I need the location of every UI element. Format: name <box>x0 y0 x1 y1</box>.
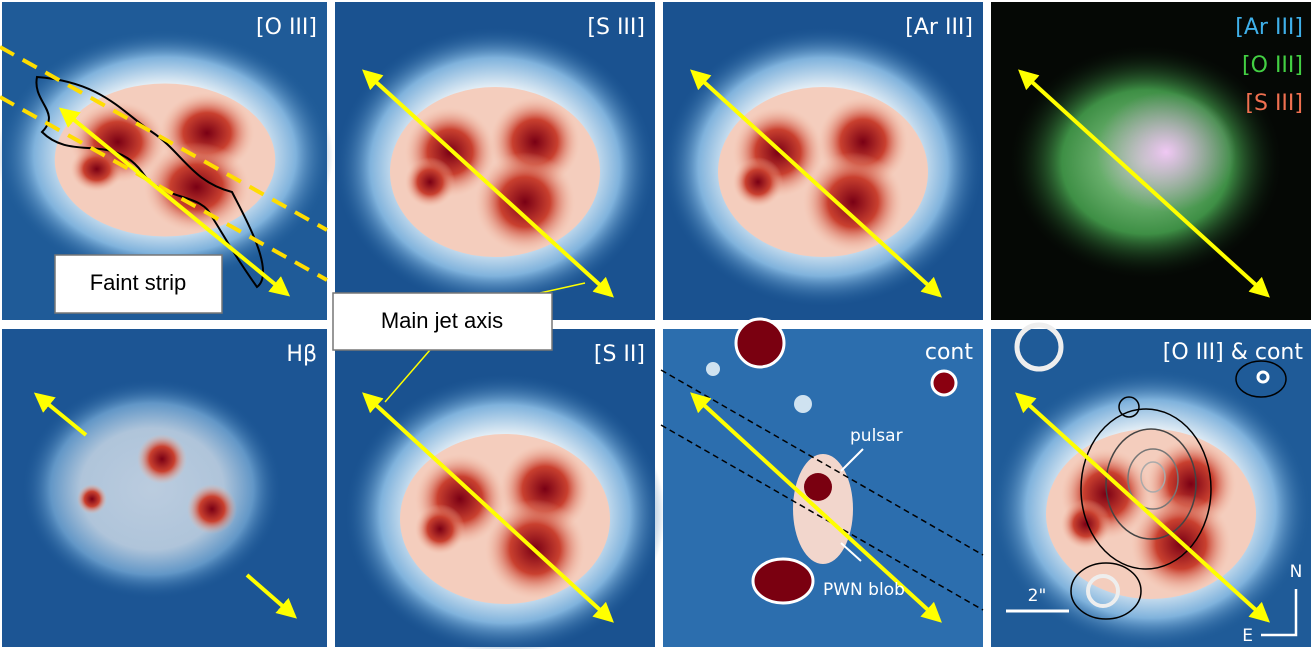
panel-label: [Ar III] <box>905 15 973 40</box>
figure: [O III] [S III] [Ar III] [Ar III] [O III… <box>0 0 1313 649</box>
panel-ariii: [Ar III] <box>663 2 983 320</box>
panel-label: [O III] <box>256 15 317 40</box>
compass-east: E <box>1242 626 1253 646</box>
legend-entry: [Ar III] <box>1235 15 1303 40</box>
compass-north: N <box>1290 562 1303 582</box>
page: {"panels":[ {"label":"[O III]"}, {"label… <box>0 0 1313 649</box>
callout-text: Main jet axis <box>381 308 503 333</box>
panel-rgb: [Ar III] [O III] [S III] <box>991 2 1311 320</box>
panel-siii: [S III] <box>335 2 655 320</box>
scale-bar-label: 2" <box>1028 586 1047 606</box>
legend-entry: [O III] <box>1242 53 1303 78</box>
panel-label: [S II] <box>594 342 645 367</box>
panel-label: [O III] & cont <box>1163 340 1304 365</box>
annotation: pulsar <box>850 426 903 446</box>
panel-label: cont <box>925 340 973 365</box>
panel-label: Hβ <box>286 342 317 367</box>
panel-oiii-cont: 2" N E [O III] & cont <box>991 325 1311 649</box>
panel-label: [S III] <box>587 15 645 40</box>
callout-faint-strip: Faint strip <box>55 255 222 313</box>
legend-entry: [S III] <box>1245 91 1303 116</box>
callout-text: Faint strip <box>90 270 187 295</box>
panel-cont: pulsar PWN blob cont <box>661 319 983 647</box>
annotation: PWN blob <box>823 580 905 600</box>
panel-sii: [S II] <box>335 329 665 649</box>
panel-hbeta: Hβ <box>2 329 327 647</box>
